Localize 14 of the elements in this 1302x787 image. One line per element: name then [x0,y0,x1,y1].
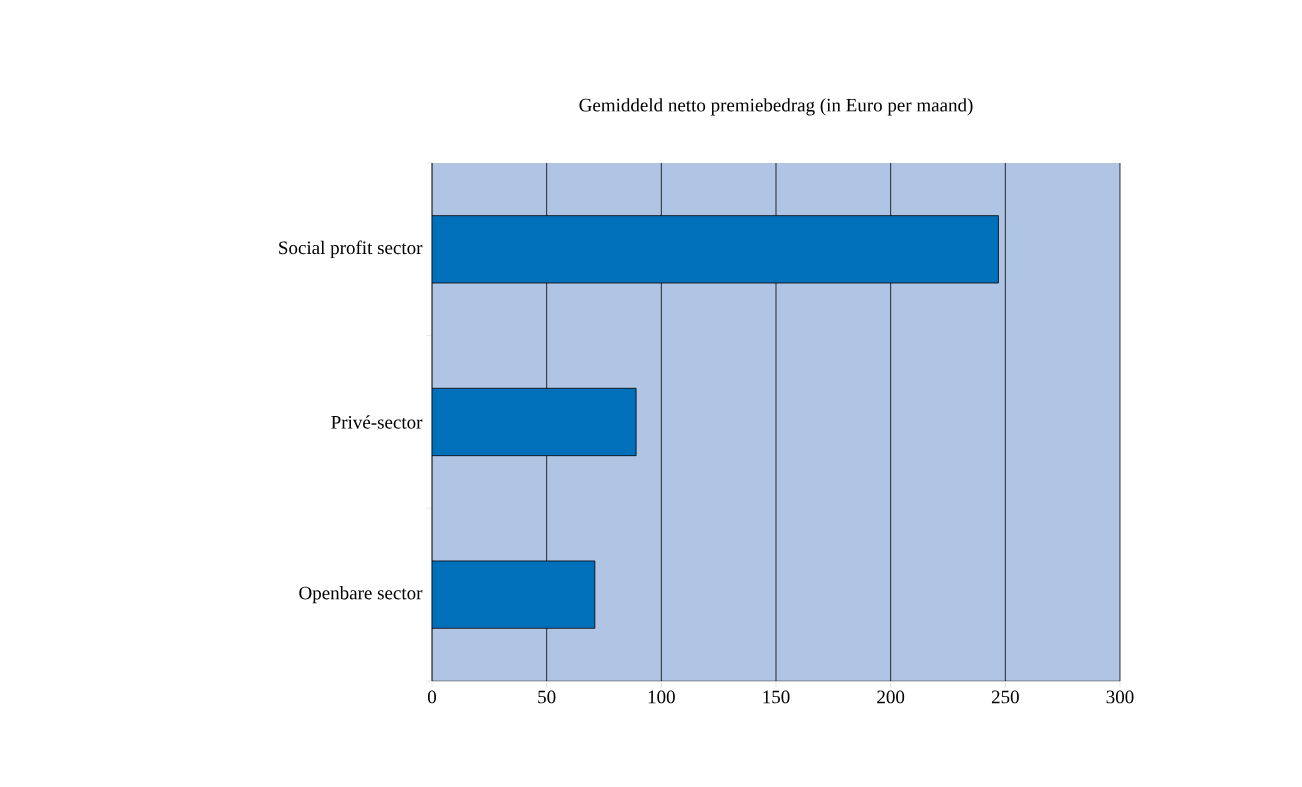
x-tick-label: 0 [427,690,437,704]
y-tick-label: Social profit sector [279,240,423,259]
x-tick-label: 250 [991,690,1019,704]
y-tick-label: Privé-sector [331,415,423,429]
bar [432,387,637,457]
x-tick-label: 200 [877,690,905,704]
x-tick-label: 100 [648,690,675,704]
chart-title: Gemiddeld netto premiebedrag (in Euro per maand) [579,98,973,116]
bar [432,560,596,629]
x-tick-label: 150 [763,690,790,704]
x-tick-label: 50 [538,690,556,704]
x-tick-label: 300 [1106,690,1134,704]
bar [432,215,999,284]
y-tick-label: Openbare sector [299,586,423,604]
